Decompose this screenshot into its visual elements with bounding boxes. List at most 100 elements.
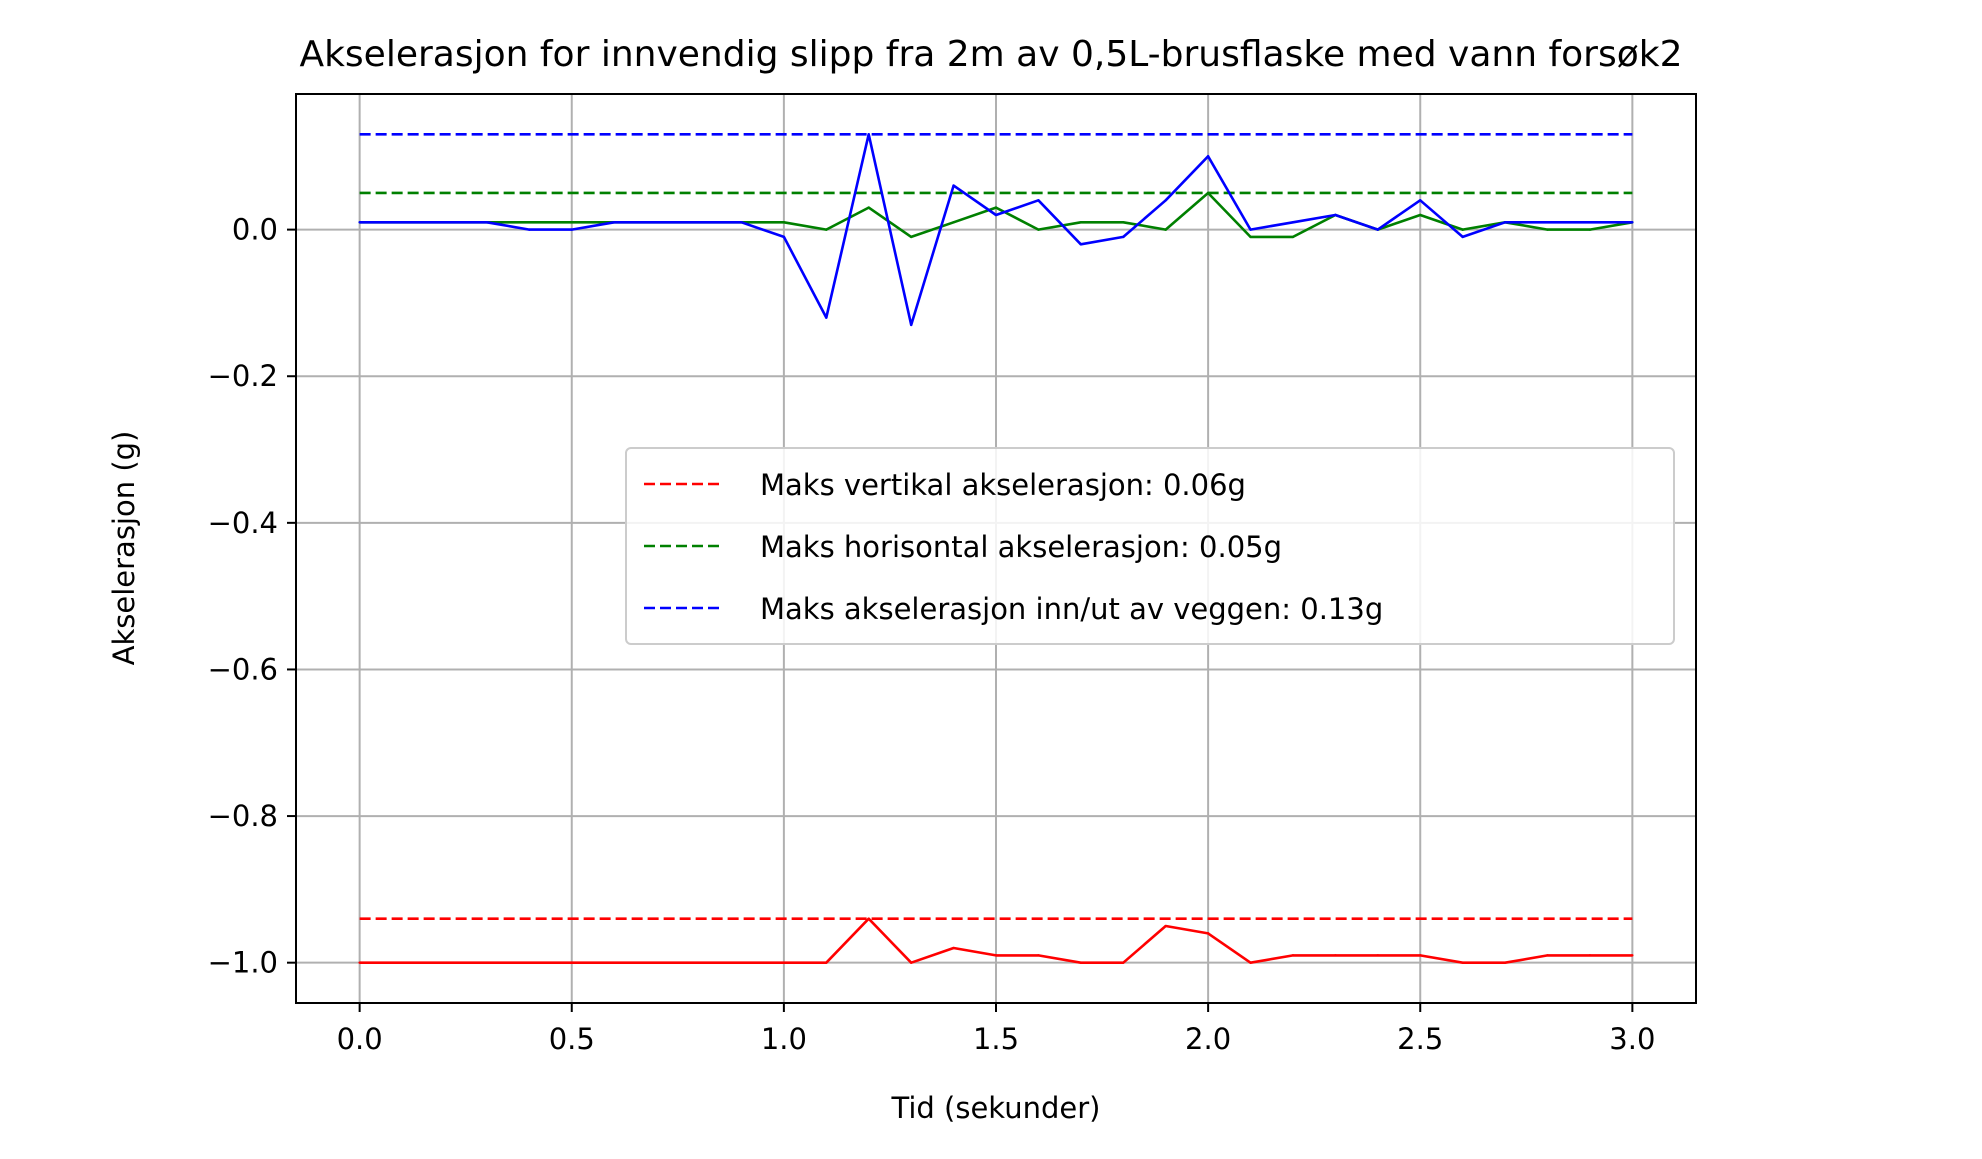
data-point: [1122, 221, 1125, 224]
data-point: [782, 235, 786, 239]
data-point: [1249, 961, 1252, 964]
data-point: [612, 221, 616, 224]
x-tick-label: 2.5: [1397, 1022, 1443, 1056]
data-point: [867, 206, 870, 209]
data-point: [1291, 954, 1295, 957]
data-point: [1376, 954, 1380, 957]
x-tick-label: 1.5: [973, 1022, 1019, 1056]
data-point: [1079, 221, 1083, 224]
data-point: [1334, 213, 1337, 217]
legend-label: Maks horisontal akselerasjon: 0.05g: [760, 530, 1282, 564]
data-point: [952, 184, 955, 187]
data-point: [1546, 221, 1549, 224]
data-point: [1419, 199, 1422, 202]
data-point: [1291, 221, 1295, 224]
data-point: [994, 206, 998, 209]
data-point: [1461, 228, 1464, 231]
data-point: [1419, 954, 1422, 957]
data-point: [697, 961, 701, 964]
x-tick-label: 1.0: [761, 1022, 807, 1056]
data-point: [1376, 228, 1380, 231]
data-point: [1503, 221, 1507, 224]
y-axis-label: Akselerasjon (g): [107, 431, 141, 666]
data-point: [1546, 228, 1549, 231]
data-point: [782, 961, 786, 964]
data-point: [1419, 213, 1422, 217]
data-point: [994, 213, 998, 217]
data-point: [1588, 228, 1592, 231]
x-tick-label: 2.0: [1185, 1022, 1231, 1056]
data-point: [400, 221, 404, 224]
data-point: [740, 961, 743, 964]
data-point: [1631, 954, 1634, 957]
data-point: [867, 133, 870, 136]
series-points: [358, 133, 1634, 327]
y-tick-label: −0.2: [208, 359, 278, 393]
axis-ticks: 0.0 0.5 1.0 1.5 2.0 2.5 3.0 0.0 −0.2 −0.4 −0.6 −0.8…: [208, 213, 1656, 1056]
data-point: [909, 961, 913, 964]
data-point: [1631, 221, 1634, 224]
data-point: [1206, 932, 1210, 935]
data-point: [1291, 235, 1295, 239]
legend-label: Maks vertikal akselerasjon: 0.06g: [760, 468, 1246, 502]
data-point: [697, 221, 701, 224]
data-point: [909, 235, 913, 239]
y-tick-label: 0.0: [232, 213, 278, 247]
data-point: [570, 961, 573, 964]
data-point: [1037, 199, 1040, 202]
y-tick-label: −0.6: [208, 652, 278, 686]
data-point: [528, 228, 531, 231]
data-point: [655, 961, 658, 964]
data-point: [1503, 961, 1507, 964]
data-point: [443, 961, 446, 964]
data-point: [1249, 235, 1252, 239]
series-points: [358, 917, 1634, 964]
data-point: [400, 961, 404, 964]
data-point: [528, 961, 531, 964]
data-point: [358, 221, 361, 224]
data-point: [825, 316, 828, 319]
chart-title: Akselerasjon for innvendig slipp fra 2m …: [299, 34, 1682, 75]
data-point: [1588, 221, 1592, 224]
data-point: [612, 961, 616, 964]
x-tick-label: 0.5: [549, 1022, 595, 1056]
data-series: [358, 133, 1634, 965]
data-point: [825, 228, 828, 231]
data-point: [358, 961, 361, 964]
data-point: [570, 228, 573, 231]
data-point: [1122, 961, 1125, 964]
data-point: [485, 961, 489, 964]
data-point: [782, 221, 786, 224]
legend-box: [625, 447, 1675, 645]
data-point: [655, 221, 658, 224]
data-point: [1037, 228, 1040, 231]
data-point: [1546, 954, 1549, 957]
data-point: [1249, 228, 1252, 231]
data-point: [952, 946, 955, 950]
y-tick-label: −0.8: [208, 799, 278, 833]
data-point: [1079, 243, 1083, 246]
data-point: [485, 221, 489, 224]
data-point: [1461, 961, 1464, 964]
y-tick-label: −0.4: [208, 506, 278, 540]
data-point: [443, 221, 446, 224]
x-axis-label: Tid (sekunder): [891, 1091, 1101, 1125]
y-tick-label: −1.0: [208, 946, 278, 980]
data-point: [1164, 228, 1167, 231]
data-point: [1037, 954, 1040, 957]
data-point: [1164, 199, 1167, 202]
data-point: [1206, 155, 1210, 158]
data-point: [952, 221, 955, 224]
reference-lines: [359, 133, 1633, 920]
data-point: [1461, 235, 1464, 239]
data-point: [1164, 924, 1167, 928]
data-point: [1588, 954, 1592, 957]
data-point: [740, 221, 743, 224]
legend: Maks vertikal akselerasjon: 0.06g Maks ho…: [625, 447, 1675, 645]
x-tick-label: 0.0: [337, 1022, 383, 1056]
legend-label: Maks akselerasjon inn/ut av veggen: 0.13…: [760, 592, 1383, 626]
data-point: [570, 221, 573, 224]
data-point: [994, 954, 998, 957]
